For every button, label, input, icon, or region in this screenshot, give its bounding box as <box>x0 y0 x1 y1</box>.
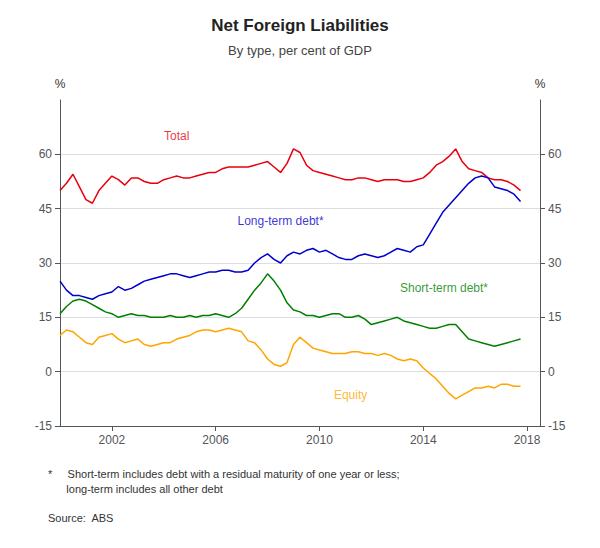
svg-text:0: 0 <box>548 365 555 379</box>
svg-text:60: 60 <box>39 147 53 161</box>
svg-text:45: 45 <box>548 202 562 216</box>
svg-text:30: 30 <box>548 256 562 270</box>
svg-text:Equity: Equity <box>334 388 367 402</box>
svg-text:45: 45 <box>39 202 53 216</box>
svg-text:Total: Total <box>164 129 189 143</box>
svg-text:15: 15 <box>548 310 562 324</box>
svg-text:2006: 2006 <box>202 433 229 447</box>
svg-text:Long-term debt*: Long-term debt* <box>238 214 324 228</box>
svg-text:-15: -15 <box>35 419 53 433</box>
svg-text:%: % <box>55 77 66 91</box>
svg-text:2014: 2014 <box>410 433 437 447</box>
svg-text:60: 60 <box>548 147 562 161</box>
svg-text:2018: 2018 <box>514 433 541 447</box>
svg-text:2010: 2010 <box>306 433 333 447</box>
svg-text:2002: 2002 <box>99 433 126 447</box>
svg-text:30: 30 <box>39 256 53 270</box>
svg-text:long-term includes all other d: long-term includes all other debt <box>48 483 223 495</box>
svg-text:0: 0 <box>45 365 52 379</box>
svg-text:15: 15 <box>39 310 53 324</box>
svg-text:Net Foreign Liabilities: Net Foreign Liabilities <box>211 16 389 35</box>
svg-text:Source: ABS: Source: ABS <box>48 512 113 524</box>
svg-text:Short-term debt*: Short-term debt* <box>400 281 488 295</box>
svg-text:By type, per cent of GDP: By type, per cent of GDP <box>228 43 372 58</box>
svg-text:-15: -15 <box>548 419 566 433</box>
svg-text:* Short-term includes debt: * Short-term includes debt with a residu… <box>48 468 400 480</box>
svg-text:%: % <box>535 77 546 91</box>
